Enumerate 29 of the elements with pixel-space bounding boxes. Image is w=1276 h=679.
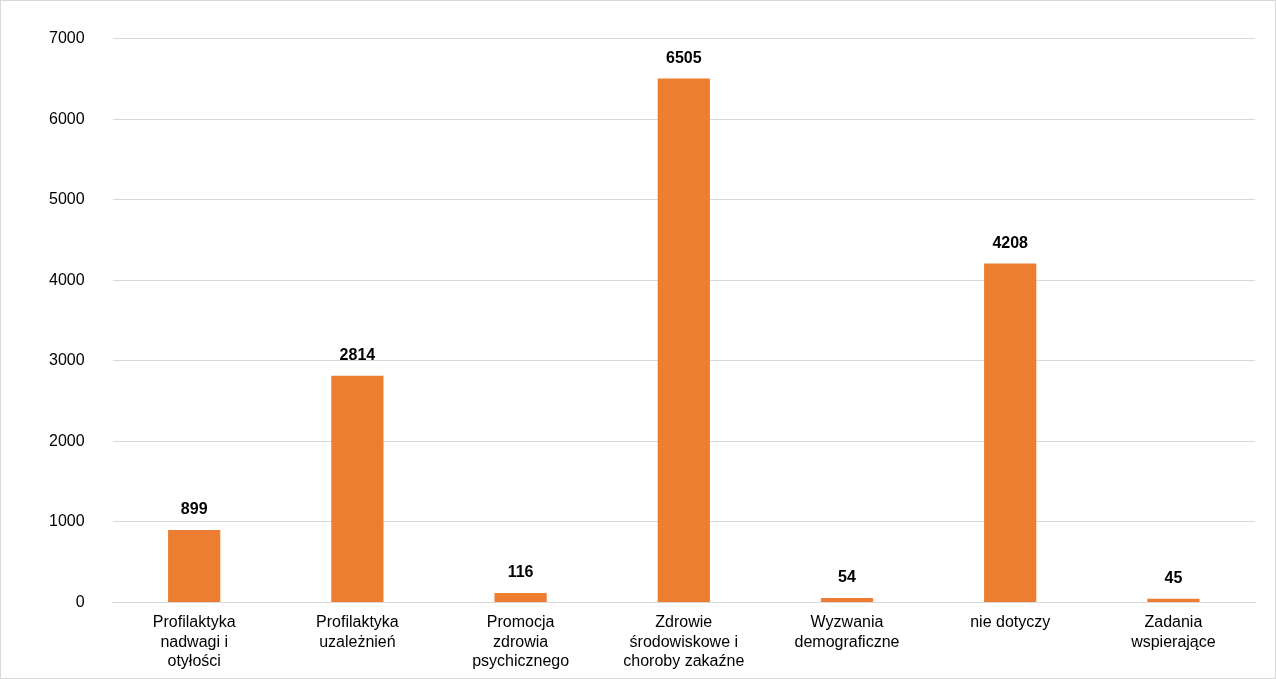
bar: [820, 598, 874, 602]
bar: [494, 593, 547, 602]
x-tick-label: Wyzwania demograficzne: [794, 613, 900, 650]
y-tick-label: 7000: [49, 29, 85, 47]
bar: [1147, 598, 1200, 602]
data-label: 2814: [339, 346, 376, 364]
y-tick-label: 6000: [49, 109, 85, 127]
x-tick-label: Profilaktyka nadwagi i otyłości: [152, 613, 236, 669]
data-label: 899: [180, 500, 208, 518]
data-label: 4208: [992, 233, 1029, 251]
x-tick-label: Zdrowie środowiskowe i choroby zakaźne: [623, 613, 745, 669]
bar: [331, 375, 384, 602]
bar: [984, 263, 1037, 602]
x-tick-label: Profilaktyka uzależnień: [316, 613, 399, 650]
x-tick-label: Zadania wspierające: [1130, 613, 1216, 650]
y-tick-label: 0: [75, 592, 85, 610]
y-tick-label: 4000: [49, 270, 85, 288]
x-tick-label: nie dotyczy: [970, 613, 1051, 631]
y-tick-label: 5000: [49, 190, 85, 208]
y-tick-label: 3000: [49, 351, 85, 369]
bar: [168, 529, 221, 602]
y-tick-label: 1000: [49, 512, 85, 530]
bar: [657, 78, 710, 602]
y-tick-label: 2000: [49, 431, 85, 449]
data-label: 45: [1164, 569, 1183, 587]
x-tick-label: Promocja zdrowia psychicznego: [472, 613, 570, 669]
data-label: 54: [838, 568, 856, 586]
data-label: 116: [507, 563, 534, 581]
data-label: 6505: [666, 48, 702, 66]
